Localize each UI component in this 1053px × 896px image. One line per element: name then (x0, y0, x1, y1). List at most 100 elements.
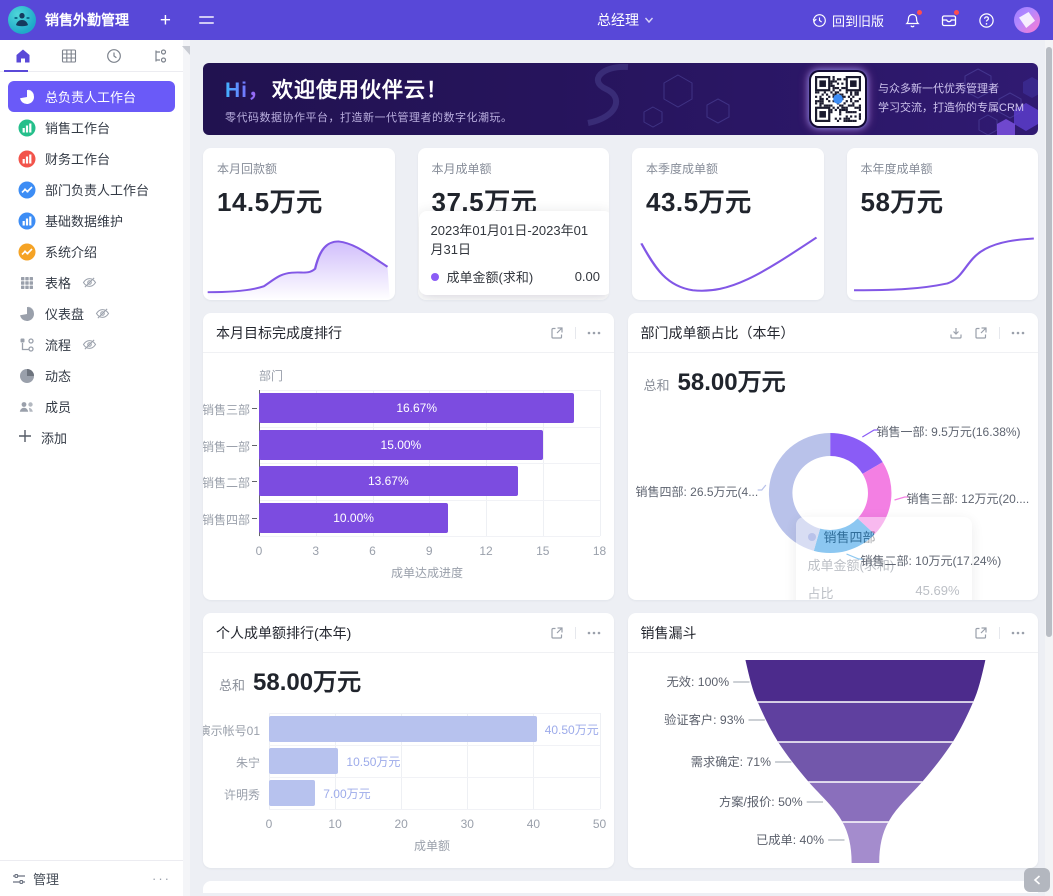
clock-icon (107, 48, 122, 63)
sidebar-item-财务工作台[interactable]: 财务工作台 (8, 143, 175, 174)
donut-slice-销售一部[interactable] (829, 433, 883, 474)
welcome-banner[interactable]: Hi，欢迎使用伙伴云！ 零代码数据协作平台，打造新一代管理者的数字化潮玩。 与众… (203, 63, 1038, 135)
donut-label-销售四部: 销售四部: 26.5万元(4... (635, 485, 759, 499)
x-tick: 10 (328, 817, 342, 831)
card-expand-button[interactable] (550, 626, 564, 640)
bar-row[interactable]: 销售一部 15.00% (203, 429, 600, 460)
bar[interactable]: 7.00万元 (269, 780, 371, 806)
sidebar-item-系统介绍[interactable]: 系统介绍 (8, 236, 175, 267)
bar[interactable]: 13.67% (259, 466, 518, 497)
card-download-button[interactable] (949, 326, 963, 340)
card-more-button[interactable] (587, 331, 601, 335)
sidebar-item-部门负责人工作台[interactable]: 部门负责人工作台 (8, 174, 175, 205)
card-expand-button[interactable] (974, 326, 988, 340)
back-to-old-version-button[interactable]: 回到旧版 (812, 11, 884, 30)
sidebar-tab-clock[interactable] (92, 40, 138, 71)
sidebar-item-仪表盘[interactable]: 仪表盘 (8, 298, 175, 329)
donut-label-销售一部: 销售一部: 9.5万元(16.38%) (876, 425, 1021, 439)
add-app-button[interactable]: + (159, 9, 171, 31)
category-label: 朱宁 (235, 756, 260, 770)
sidebar-more-button[interactable]: ··· (152, 871, 171, 886)
bar-row[interactable]: 销售三部 16.67% (203, 393, 600, 424)
sidebar-scroll-strip[interactable] (182, 40, 190, 896)
app-logo[interactable] (8, 6, 36, 34)
stat-card-本月成单额[interactable]: 本月成单额 37.5万元 2023年01月01日-2023年01月31日 成单金额(求… (417, 148, 609, 300)
stat-card-本季度成单额[interactable]: 本季度成单额 43.5万元 (632, 148, 824, 300)
sidebar-item-流程[interactable]: 流程 (8, 329, 175, 360)
bar[interactable]: 10.50万元 (269, 748, 400, 774)
dashboard-icon (20, 306, 34, 321)
gridline (533, 713, 535, 809)
stat-card-本月回款额[interactable]: 本月回款额 14.5万元 (203, 148, 395, 300)
collapse-panel-button[interactable] (1024, 868, 1050, 892)
bar-row[interactable]: 演示帐号01 40.50万元 (203, 716, 600, 742)
user-avatar[interactable] (1014, 7, 1040, 33)
workbench-button[interactable] (940, 9, 960, 29)
sidebar-item-总负责人工作台[interactable]: 总负责人工作台 (8, 81, 175, 112)
card-more-button[interactable] (587, 631, 601, 635)
bar[interactable]: 15.00% (259, 429, 543, 460)
card-expand-button[interactable] (550, 326, 564, 340)
total-row: 总和 58.00万元 (643, 369, 786, 396)
banner-text: Hi，欢迎使用伙伴云！ 零代码数据协作平台，打造新一代管理者的数字化潮玩。 (225, 74, 513, 125)
stat-card-本年度成单额[interactable]: 本年度成单额 58万元 (846, 148, 1038, 300)
card-header: 个人成单额排行(本年) (203, 613, 614, 653)
donut-slice-销售二部[interactable] (813, 518, 875, 553)
donut-slice-销售三部[interactable] (857, 462, 891, 535)
role-selector[interactable]: 总经理 (597, 0, 654, 40)
funnel-stage-无效[interactable] (730, 660, 995, 702)
sidebar-item-成员[interactable]: 成员 (8, 391, 175, 422)
sidebar-item-添加[interactable]: 添加 (8, 422, 175, 453)
sidebar-item-基础数据维护[interactable]: 基础数据维护 (8, 205, 175, 236)
bar[interactable]: 10.00% (259, 502, 449, 533)
workflow-icon (20, 337, 34, 352)
sidebar-item-销售工作台[interactable]: 销售工作台 (8, 112, 175, 143)
bar-row[interactable]: 销售四部 10.00% (203, 502, 600, 533)
card-dept-share: 部门成单额占比（本年） 总和 58.00万元 销售一部: 9.5万元(16.38… (627, 313, 1039, 600)
sidebar-tab-table[interactable] (46, 40, 92, 71)
card-more-button[interactable] (1011, 631, 1025, 635)
sidebar: 总负责人工作台 销售工作台 财务工作台 部门负责人工作台基础数据维护系统介绍 表格 仪表盘… (0, 40, 183, 896)
sidebar-item-label: 基础数据维护 (45, 214, 124, 229)
sidebar-item-表格[interactable]: 表格 (8, 267, 175, 298)
more-icon (587, 331, 600, 334)
sidebar-item-动态[interactable]: 动态 (8, 360, 175, 391)
bar[interactable]: 40.50万元 (269, 716, 599, 742)
funnel-svg[interactable]: 无效: 100% 验证客户: 93% 需求确定: 71% 方案/报价: 50% 已成单:… (628, 653, 1039, 868)
stat-label: 本月回款额 (217, 162, 278, 176)
gridline (599, 390, 601, 536)
donut-slice-销售四部[interactable] (768, 433, 830, 551)
tooltip-series-name: 销售四部 (823, 530, 876, 545)
header-divider (999, 626, 1000, 639)
eye-off-icon (82, 338, 97, 351)
topbar: 销售外勤管理 + 总经理 回到旧版 (0, 0, 1053, 40)
bar-row[interactable]: 朱宁 10.50万元 (236, 748, 600, 774)
chevron-down-icon (644, 17, 654, 24)
eye-off-icon (95, 308, 110, 319)
help-button[interactable] (977, 11, 995, 29)
charts-row-2: 个人成单额排行(本年) 总和 58.00万元 演示帐号01 40.50万元 朱宁 10… (203, 613, 1038, 868)
funnel-label: 已成单: 40% (756, 833, 824, 847)
bar-value-label: 7.00万元 (323, 786, 371, 801)
sidebar-tab-flow[interactable] (137, 40, 183, 71)
bar-row[interactable]: 销售二部 13.67% (203, 466, 600, 497)
bar[interactable]: 16.67% (259, 393, 575, 424)
donut-chart-svg[interactable] (628, 401, 1039, 600)
sidebar-item-label: 流程 (45, 338, 72, 353)
funnel-label: 方案/报价: 50% (718, 794, 802, 809)
notifications-button[interactable] (903, 9, 923, 29)
tooltip-date-range: 2023年01月01日-2023年01月31日 (430, 223, 589, 257)
bar-row[interactable]: 许明秀 7.00万元 (224, 780, 600, 806)
scrollbar-thumb[interactable] (1046, 47, 1052, 637)
card-more-button[interactable] (1011, 331, 1025, 335)
hamburger-icon[interactable] (199, 16, 214, 24)
stat-label: 本年度成单额 (860, 162, 933, 176)
sidebar-footer[interactable]: 管理 ··· (0, 860, 183, 896)
grid-icon (18, 274, 36, 292)
sidebar-tab-home[interactable] (0, 40, 46, 72)
card-expand-button[interactable] (974, 626, 988, 640)
bar-chart-icon (18, 212, 36, 230)
table-icon (61, 48, 76, 63)
funnel-stage-验证客户[interactable] (730, 702, 995, 742)
page-scrollbar[interactable] (1045, 40, 1053, 896)
